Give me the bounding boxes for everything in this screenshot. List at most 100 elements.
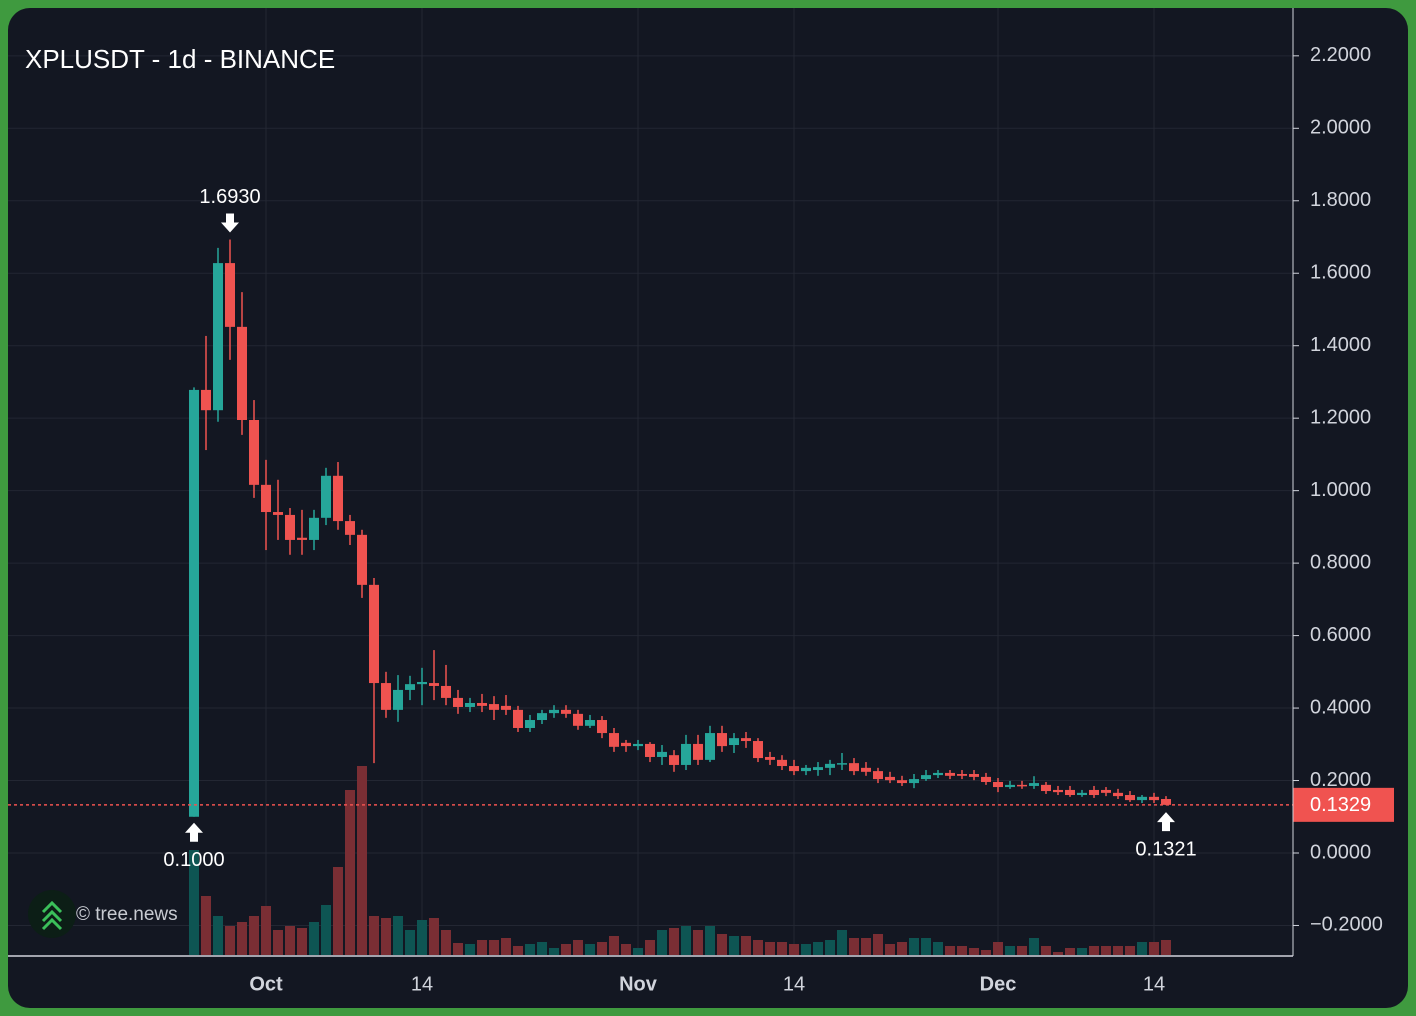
- last-price-label: 0.1329: [1310, 794, 1371, 816]
- candle-body: [1029, 783, 1039, 786]
- volume-bar: [729, 936, 739, 955]
- candle-body: [837, 763, 847, 765]
- volume-bar: [897, 942, 907, 955]
- volume-bar: [249, 916, 259, 955]
- volume-bar: [501, 938, 511, 955]
- high-annotation: 1.6930: [199, 186, 260, 208]
- volume-bar: [1137, 942, 1147, 955]
- candle-body: [393, 689, 403, 710]
- x-tick-label: Dec: [980, 973, 1017, 995]
- volume-bar: [1041, 946, 1051, 955]
- volume-bar: [585, 944, 595, 955]
- volume-bar: [741, 936, 751, 955]
- volume-bar: [465, 944, 475, 955]
- candle-body: [1161, 799, 1171, 805]
- volume-bar: [969, 948, 979, 955]
- candle-body: [657, 751, 667, 757]
- volume-bar: [321, 905, 331, 955]
- volume-bar: [921, 938, 931, 955]
- y-tick-label: 0.4000: [1310, 696, 1371, 718]
- volume-bar: [405, 930, 415, 955]
- candle-body: [345, 521, 355, 535]
- volume-bar: [369, 916, 379, 955]
- volume-bar: [261, 906, 271, 955]
- volume-bar: [357, 766, 367, 955]
- candle-body: [501, 705, 511, 710]
- candle-body: [765, 756, 775, 760]
- candle-body: [897, 780, 907, 784]
- candle-body: [1125, 795, 1135, 801]
- y-tick-label: 0.6000: [1310, 624, 1371, 646]
- volume-bar: [1149, 942, 1159, 955]
- candle-body: [369, 584, 379, 684]
- x-tick-label: 14: [783, 973, 805, 995]
- y-tick-label: 2.0000: [1310, 117, 1371, 139]
- volume-bar: [549, 948, 559, 955]
- volume-bar: [573, 940, 583, 955]
- candle-body: [969, 774, 979, 777]
- volume-bar: [597, 942, 607, 955]
- arrow-up: [1157, 812, 1175, 832]
- y-tick-label: 1.0000: [1310, 479, 1371, 501]
- candle-body: [1017, 784, 1027, 787]
- candle-body: [933, 772, 943, 776]
- x-tick-label: 14: [1143, 973, 1165, 995]
- candle-body: [981, 776, 991, 782]
- volume-bar: [1017, 946, 1027, 955]
- candle-body: [717, 733, 727, 747]
- candle-body: [1053, 789, 1063, 793]
- volume-bar: [693, 930, 703, 955]
- volume-bar: [753, 940, 763, 955]
- candle-body: [537, 713, 547, 721]
- candle-body: [477, 702, 487, 706]
- volume-bar: [1089, 946, 1099, 955]
- volume-bar: [489, 940, 499, 955]
- candle-body: [321, 475, 331, 518]
- chart-title: XPLUSDT - 1d - BINANCE: [25, 44, 335, 74]
- low-annotation: 0.1000: [163, 849, 224, 871]
- volume-bar: [429, 918, 439, 955]
- volume-bar: [873, 934, 883, 955]
- candle-body: [357, 534, 367, 585]
- candle-body: [861, 767, 871, 772]
- candle-body: [729, 738, 739, 746]
- volume-bar: [393, 916, 403, 955]
- last-low-annotation: 0.1321: [1135, 838, 1196, 860]
- candle-body: [417, 681, 427, 685]
- volume-bar: [1113, 946, 1123, 955]
- logo-mark: [41, 900, 63, 931]
- candle-body: [813, 767, 823, 771]
- candle-body: [993, 781, 1003, 788]
- volume-bar: [1125, 946, 1135, 955]
- volume-bar: [225, 926, 235, 955]
- y-tick-label: 0.8000: [1310, 551, 1371, 573]
- candle-body: [1137, 796, 1147, 801]
- y-tick-label: 1.2000: [1310, 406, 1371, 428]
- candle-body: [1149, 796, 1159, 801]
- x-tick-label: Nov: [619, 973, 658, 995]
- volume-bar: [1077, 948, 1087, 955]
- candle-body: [273, 512, 283, 515]
- volume-bar: [201, 896, 211, 955]
- candle-body: [621, 742, 631, 747]
- candle-body: [1065, 789, 1075, 796]
- volume-bar: [945, 946, 955, 955]
- volume-bar: [1065, 948, 1075, 955]
- volume-bar: [441, 930, 451, 955]
- candle-body: [513, 709, 523, 728]
- volume-bar: [1005, 946, 1015, 955]
- candle-body: [1101, 789, 1111, 793]
- candle-body: [525, 720, 535, 728]
- volume-bar: [909, 938, 919, 955]
- volume-bar: [1053, 952, 1063, 955]
- candles: [189, 239, 1171, 817]
- candle-body: [453, 697, 463, 707]
- candle-body: [297, 537, 307, 540]
- candle-body: [429, 683, 439, 686]
- volume-bar: [765, 942, 775, 955]
- candle-body: [873, 771, 883, 780]
- candle-body: [189, 389, 199, 817]
- candle-body: [957, 774, 967, 776]
- volume-bar: [789, 944, 799, 955]
- candle-body: [1077, 792, 1087, 796]
